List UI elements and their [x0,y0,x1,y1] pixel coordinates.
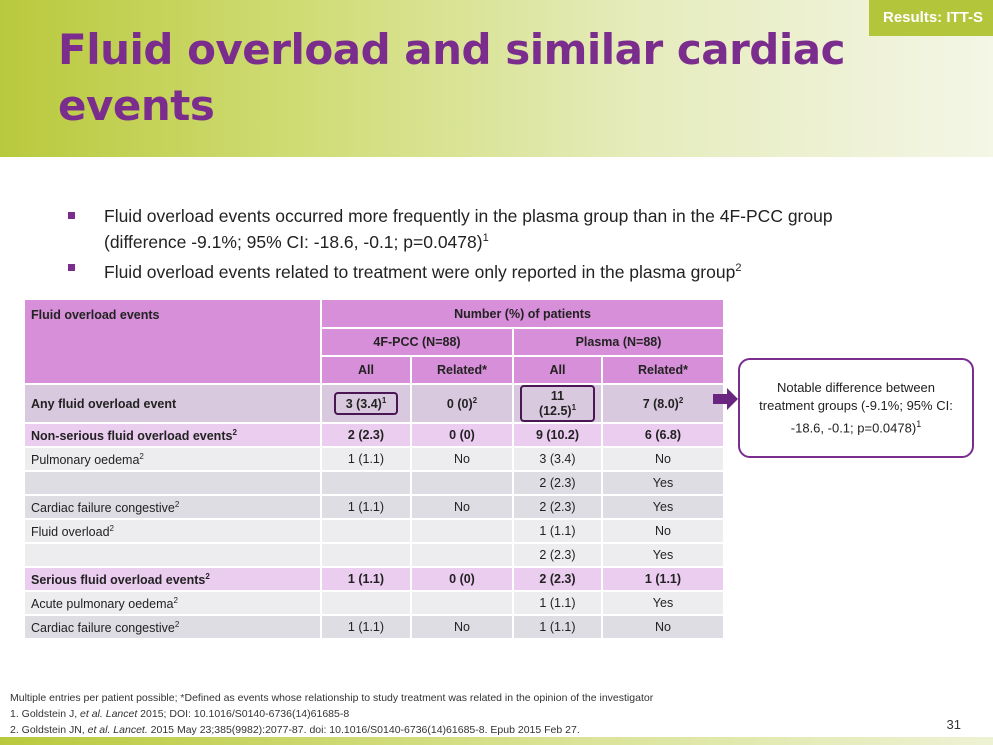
footer-band [0,737,993,745]
bullet-text: Fluid overload events occurred more freq… [104,206,833,252]
row-label: Fluid overload2 [23,518,322,545]
table-cell: 3 (3.4) [512,446,603,473]
table-cell: Yes [601,494,725,521]
table-cell [320,542,412,569]
table-cell: No [410,494,514,521]
table-cell: 6 (6.8) [601,422,725,449]
group-4fpcc-header: 4F-PCC (N=88) [320,327,514,357]
section-tag: Results: ITT-S [868,0,993,36]
square-bullet-icon [68,263,75,271]
table-cell: 2 (2.3) [512,542,603,569]
table-row: Cardiac failure congestive2 1 (1.1) No 2… [23,494,725,521]
table-cell: 1 (1.1) [601,566,725,593]
table-cell: Yes [601,542,725,569]
table-cell: No [410,614,514,641]
table-cell: 0 (0) [410,566,514,593]
row-label: Cardiac failure congestive2 [23,614,322,641]
table-cell: 1 (1.1) [512,518,603,545]
table-cell: No [601,614,725,641]
table-cell [320,470,412,497]
table-cell: 1 (1.1) [512,590,603,617]
highlight-box: 3 (3.4)1 [333,392,399,416]
table-row: Acute pulmonary oedema2 1 (1.1) Yes [23,590,725,617]
footnote-line: Multiple entries per patient possible; *… [10,692,654,704]
table-cell: 1 (1.1) [320,566,412,593]
row-label: Pulmonary oedema2 [23,446,322,473]
table-header-row: All Related* All Related* [24,355,725,385]
header-band [0,0,993,157]
table-row: Any fluid overload event 3 (3.4)1 0 (0)2… [23,382,725,425]
table-cell: 0 (0) [410,422,514,449]
square-bullet-icon [68,212,75,219]
table-cell: 2 (2.3) [512,566,603,593]
table-cell: 1 (1.1) [320,614,412,641]
table-row: Non-serious fluid overload events2 2 (2.… [23,422,725,449]
table-cell: 2 (2.3) [512,494,603,521]
callout-box: Notable difference between treatment gro… [738,358,974,458]
table-cell [410,542,514,569]
table-cell: Yes [601,590,725,617]
table-row: Pulmonary oedema2 1 (1.1) No 3 (3.4) No [23,446,725,473]
table-cell: No [410,446,514,473]
row-label [23,470,322,497]
row-label: Serious fluid overload events2 [23,566,322,593]
fluid-overload-table: Fluid overload events Number (%) of pati… [23,298,725,641]
page-number: 31 [946,717,961,732]
subheader: Related* [410,355,514,385]
table-row: Fluid overload2 1 (1.1) No [23,518,725,545]
table-cell: 1 (1.1) [320,494,412,521]
bullet-sup: 1 [482,232,489,244]
subheader: Related* [601,355,725,385]
table-row: 2 (2.3) Yes [23,542,725,569]
table-cell: 7 (8.0)2 [601,382,725,425]
table-row: 2 (2.3) Yes [23,470,725,497]
row-label: Any fluid overload event [23,382,322,425]
right-arrow-icon [713,388,738,410]
callout-text: Notable difference between treatment gro… [759,379,953,436]
table-cell: 1 (1.1) [320,446,412,473]
table-row: Cardiac failure congestive2 1 (1.1) No 1… [23,614,725,641]
table-cell [410,470,514,497]
callout-sup: 1 [916,418,922,429]
bullet-sup: 2 [735,261,742,274]
table-row: Serious fluid overload events2 1 (1.1) 0… [23,566,725,593]
footnote-ref-2: 2. Goldstein JN, et al. Lancet. 2015 May… [10,724,580,736]
table-cell: 1 (1.1) [512,614,603,641]
bullet-item: Fluid overload events related to treatme… [66,257,896,283]
row-label: Acute pulmonary oedema2 [23,590,322,617]
row-label: Cardiac failure congestive2 [23,494,322,521]
row-label: Non-serious fluid overload events2 [23,422,322,449]
highlight-box: 11 (12.5)1 [520,385,595,423]
table-cell: 3 (3.4)1 [320,382,412,425]
table-cell: No [601,446,725,473]
table-cell: No [601,518,725,545]
slide-title: Fluid overload and similar cardiac event… [58,25,846,130]
table-cell [320,518,412,545]
row-label [23,542,322,569]
table-cell: 0 (0)2 [410,382,514,425]
subheader: All [512,355,603,385]
table-header-row: Fluid overload events Number (%) of pati… [23,298,725,385]
table-cell [320,590,412,617]
table-cell [410,590,514,617]
table-cell: 2 (2.3) [512,470,603,497]
footnotes: Multiple entries per patient possible; *… [10,690,940,738]
table-cell: 9 (10.2) [512,422,603,449]
bullet-text: Fluid overload events related to treatme… [104,261,736,282]
table-cell: Yes [601,470,725,497]
bullet-item: Fluid overload events occurred more freq… [66,205,896,253]
group-header: Number (%) of patients [320,298,725,329]
table-header-row: 4F-PCC (N=88) Plasma (N=88) [24,327,725,357]
bullet-list: Fluid overload events occurred more freq… [66,205,896,287]
column-header: Fluid overload events [23,298,322,385]
table-cell: 2 (2.3) [320,422,412,449]
group-plasma-header: Plasma (N=88) [512,327,725,357]
subheader: All [320,355,412,385]
footnote-ref-1: 1. Goldstein J, et al. Lancet 2015; DOI:… [10,708,350,720]
table-cell: 11 (12.5)1 [512,382,603,425]
table-cell [410,518,514,545]
